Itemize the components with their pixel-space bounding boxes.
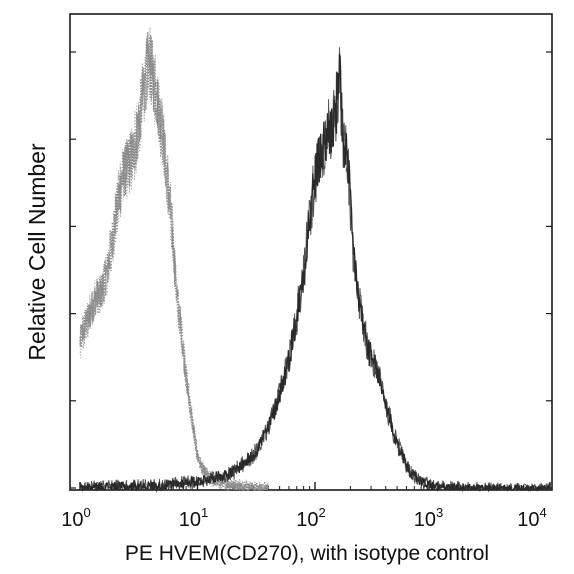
- x-tick-label: 101: [179, 505, 208, 531]
- series-line: [79, 31, 269, 491]
- x-tick-base: 10: [179, 509, 201, 531]
- x-tick-exponent: 4: [540, 505, 547, 520]
- series-line-texture: [79, 47, 550, 492]
- x-tick-exponent: 2: [319, 505, 326, 520]
- x-tick-base: 10: [61, 509, 83, 531]
- x-tick-base: 10: [517, 509, 539, 531]
- series-layer: [79, 27, 551, 493]
- series-line-texture: [79, 27, 269, 492]
- x-tick-label: 100: [61, 505, 90, 531]
- x-tick-exponent: 1: [201, 505, 208, 520]
- series-line: [79, 54, 551, 493]
- series-0: [79, 27, 269, 492]
- axis-ticks: [70, 51, 552, 490]
- x-tick-exponent: 3: [436, 505, 443, 520]
- x-tick-label: 102: [296, 505, 325, 531]
- x-tick-label: 103: [414, 505, 443, 531]
- plot-frame: [69, 13, 553, 491]
- x-tick-base: 10: [296, 509, 318, 531]
- series-1: [79, 47, 551, 493]
- x-tick-exponent: 0: [84, 505, 91, 520]
- x-tick-label: 104: [517, 505, 546, 531]
- x-tick-base: 10: [414, 509, 436, 531]
- x-tick-labels: 100 101 102 103 104: [61, 505, 546, 531]
- y-axis-label: Relative Cell Number: [24, 143, 50, 361]
- x-axis-label: PE HVEM(CD270), with isotype control: [125, 542, 489, 565]
